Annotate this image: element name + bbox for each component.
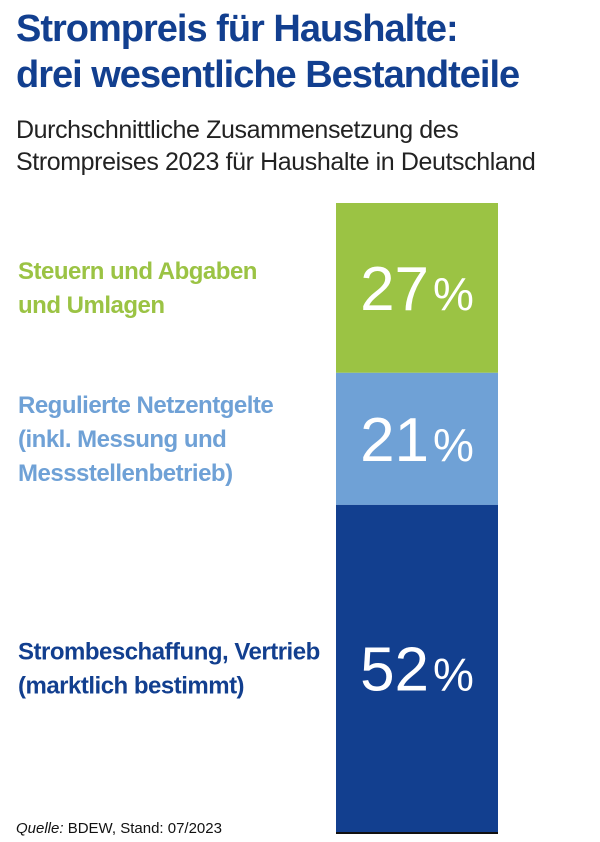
chart-title-line-2: drei wesentliche Bestandteile: [16, 54, 520, 96]
source-label: Quelle:: [16, 820, 64, 837]
chart-title-line-1: Strompreis für Haushalte:: [16, 8, 459, 50]
category-label-2: Regulierte Netzentgelte (inkl. Messung un…: [18, 392, 273, 487]
category-label-3-line-1: Strombeschaffung, Vertrieb: [18, 638, 320, 665]
value-label-number-2: 21: [360, 406, 429, 475]
category-label-1-line-2: und Umlagen: [18, 292, 165, 319]
chart-subtitle-line-2: Strompreises 2023 für Haushalte in Deuts…: [16, 148, 536, 176]
category-label-3-line-2: (marktlich bestimmt): [18, 672, 244, 699]
value-label-number-1: 27: [360, 255, 429, 324]
value-label-unit-1: %: [433, 268, 474, 320]
category-label-2-line-3: Messstellenbetrieb): [18, 460, 233, 487]
chart-subtitle: Durchschnittliche Zusammensetzung des St…: [16, 114, 591, 178]
chart-title: Strompreis für Haushalte: drei wesentlic…: [16, 6, 586, 98]
category-label-2-line-1: Regulierte Netzentgelte: [18, 392, 273, 419]
category-label-2-line-2: (inkl. Messung und: [18, 426, 226, 453]
category-label-1: Steuern und Abgaben und Umlagen: [18, 258, 257, 319]
value-label-2: 21%: [360, 406, 474, 475]
value-label-unit-3: %: [433, 648, 474, 700]
category-label-3: Strombeschaffung, Vertrieb (marktlich bes…: [18, 638, 320, 699]
chart-subtitle-line-1: Durchschnittliche Zusammensetzung des: [16, 116, 459, 144]
value-label-3: 52%: [360, 635, 474, 704]
value-label-unit-2: %: [433, 419, 474, 471]
source-note: Quelle: BDEW, Stand: 07/2023: [16, 820, 222, 838]
bar-segment-2: [336, 372, 498, 505]
value-label-1: 27%: [360, 255, 474, 324]
source-text: BDEW, Stand: 07/2023: [63, 820, 222, 837]
category-label-1-line-1: Steuern und Abgaben: [18, 258, 257, 285]
value-label-number-3: 52: [360, 635, 429, 704]
bar-segment-1: [336, 203, 498, 373]
bar-segment-3: [336, 504, 498, 832]
